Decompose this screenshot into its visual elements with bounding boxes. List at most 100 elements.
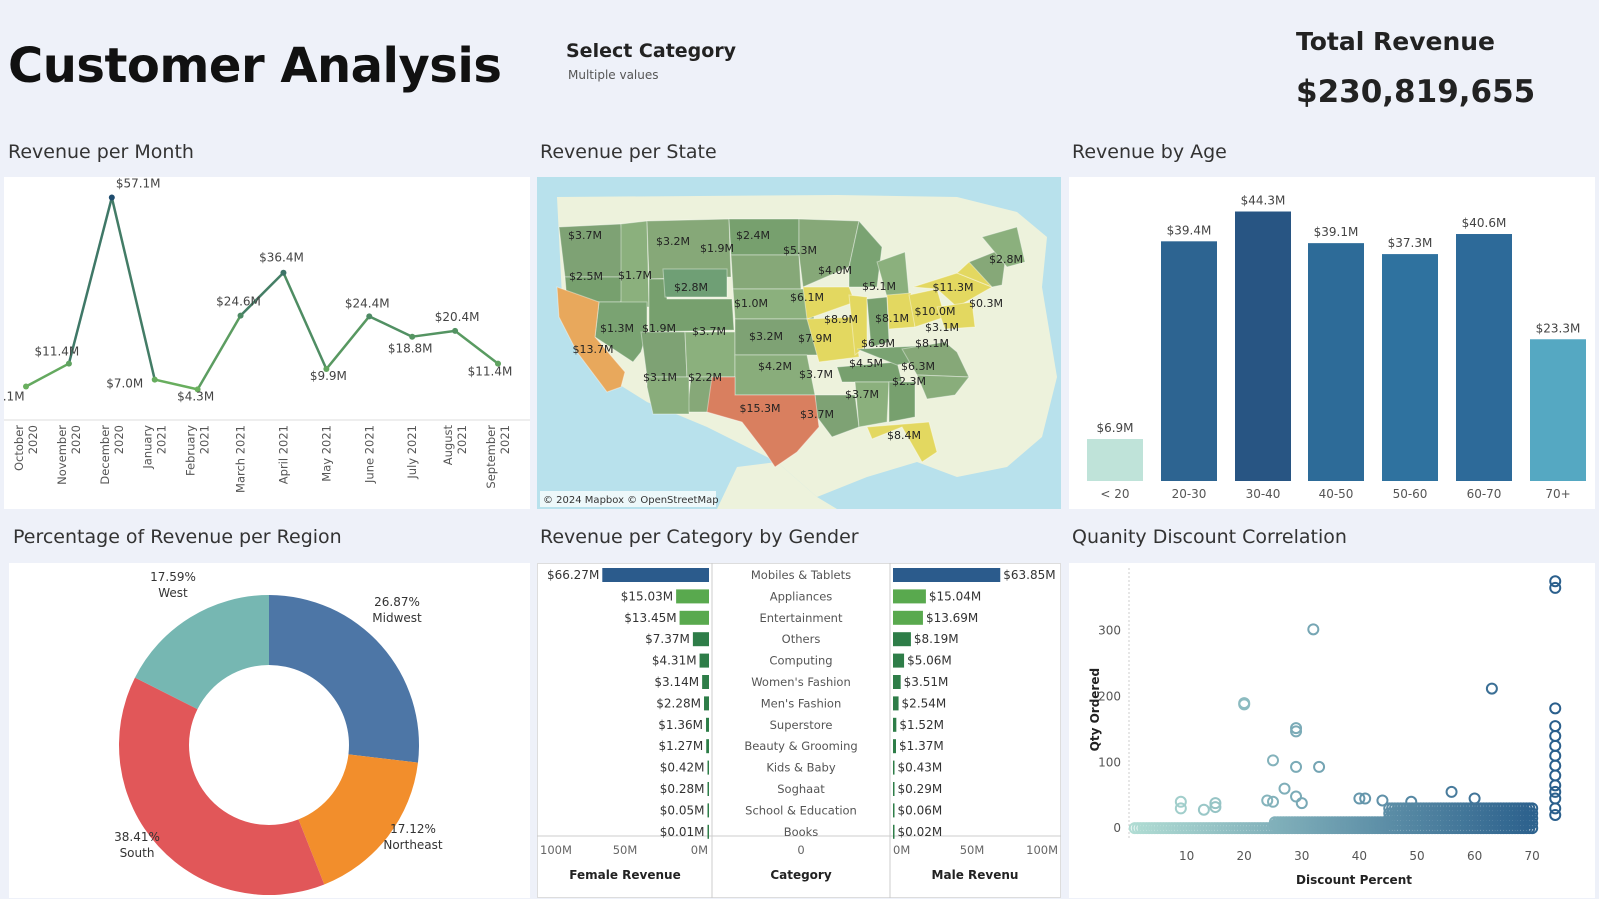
male-revenue-bar[interactable] bbox=[893, 675, 901, 689]
male-revenue-bar[interactable] bbox=[893, 632, 911, 647]
male-revenue-bar[interactable] bbox=[893, 717, 897, 732]
male-revenue-bar[interactable] bbox=[893, 589, 926, 604]
month-point[interactable] bbox=[495, 360, 501, 367]
scatter-point[interactable] bbox=[1267, 754, 1279, 767]
map-state[interactable] bbox=[620, 220, 650, 308]
month-point[interactable] bbox=[194, 386, 201, 393]
male-revenue-bar[interactable] bbox=[893, 760, 895, 775]
scatter-point[interactable] bbox=[1209, 797, 1222, 810]
female-revenue-bar[interactable] bbox=[699, 653, 709, 668]
map-state[interactable] bbox=[806, 316, 860, 363]
scatter-point[interactable] bbox=[1549, 779, 1562, 792]
month-point[interactable] bbox=[323, 366, 330, 373]
category-filter-dropdown[interactable]: Multiple values bbox=[568, 68, 659, 82]
map-state[interactable] bbox=[798, 218, 860, 288]
month-point[interactable] bbox=[108, 194, 115, 201]
age-bar[interactable] bbox=[1087, 439, 1143, 481]
scatter-point[interactable] bbox=[1307, 623, 1320, 636]
region-slice[interactable] bbox=[298, 754, 418, 885]
female-revenue-bar[interactable] bbox=[602, 568, 709, 582]
scatter-point[interactable] bbox=[1376, 794, 1389, 807]
male-revenue-bar[interactable] bbox=[893, 696, 899, 711]
scatter-point[interactable] bbox=[1174, 795, 1187, 808]
map-state[interactable] bbox=[730, 254, 802, 290]
map-state[interactable] bbox=[981, 226, 1026, 268]
age-bar[interactable] bbox=[1530, 339, 1586, 481]
female-revenue-bar[interactable] bbox=[706, 739, 709, 754]
female-revenue-bar[interactable] bbox=[707, 824, 710, 839]
map-state[interactable] bbox=[866, 296, 890, 348]
scatter-point[interactable] bbox=[1549, 575, 1562, 588]
map-state[interactable] bbox=[936, 301, 976, 330]
map-state[interactable] bbox=[901, 341, 970, 378]
scatter-point[interactable] bbox=[1290, 790, 1303, 803]
us-state-map[interactable]: $3.7M $3.2M $2.4M $5.3M $2.5M $1.7M $1.9M $4.0M… bbox=[537, 177, 1061, 509]
scatter-point[interactable] bbox=[1267, 795, 1279, 808]
map-state[interactable] bbox=[888, 381, 916, 423]
map-state[interactable] bbox=[912, 272, 994, 308]
map-state[interactable] bbox=[916, 374, 970, 400]
female-revenue-bar[interactable] bbox=[692, 632, 709, 647]
male-revenue-bar[interactable] bbox=[893, 824, 895, 839]
scatter-point[interactable] bbox=[1549, 759, 1562, 772]
female-revenue-bar[interactable] bbox=[679, 610, 709, 625]
map-state[interactable] bbox=[706, 376, 820, 468]
region-slice[interactable] bbox=[119, 677, 325, 895]
scatter-point[interactable] bbox=[1174, 802, 1187, 815]
male-revenue-bar[interactable] bbox=[893, 739, 896, 754]
scatter-point[interactable] bbox=[1526, 802, 1539, 815]
age-bar[interactable] bbox=[1161, 241, 1217, 481]
scatter-point[interactable] bbox=[1197, 803, 1210, 816]
map-state[interactable] bbox=[646, 218, 732, 280]
scatter-point[interactable] bbox=[1445, 785, 1458, 798]
scatter-point[interactable] bbox=[1549, 729, 1562, 742]
map-state[interactable] bbox=[556, 286, 626, 393]
male-revenue-bar[interactable] bbox=[893, 610, 923, 625]
scatter-point[interactable] bbox=[1549, 769, 1562, 782]
map-state[interactable] bbox=[646, 376, 690, 415]
scatter-point[interactable] bbox=[1526, 807, 1539, 820]
scatter-point[interactable] bbox=[1549, 749, 1562, 762]
scatter-point[interactable] bbox=[1549, 581, 1562, 594]
scatter-point[interactable] bbox=[1209, 801, 1222, 814]
month-point[interactable] bbox=[366, 313, 373, 320]
month-point[interactable] bbox=[65, 360, 72, 367]
female-revenue-bar[interactable] bbox=[704, 696, 709, 711]
male-revenue-bar[interactable] bbox=[893, 782, 895, 796]
female-revenue-bar[interactable] bbox=[706, 717, 709, 732]
map-state[interactable] bbox=[662, 268, 728, 298]
map-state[interactable] bbox=[848, 294, 868, 356]
scatter-point[interactable] bbox=[1295, 797, 1308, 810]
month-point[interactable] bbox=[237, 312, 244, 319]
map-state[interactable] bbox=[848, 219, 883, 288]
map-state[interactable] bbox=[866, 421, 938, 463]
scatter-point[interactable] bbox=[1261, 794, 1274, 807]
age-bar[interactable] bbox=[1235, 211, 1291, 481]
scatter-point[interactable] bbox=[1549, 720, 1562, 733]
month-point[interactable] bbox=[23, 383, 29, 390]
age-bar[interactable] bbox=[1382, 254, 1438, 481]
scatter-point[interactable] bbox=[1485, 682, 1498, 695]
scatter-point[interactable] bbox=[1405, 795, 1418, 808]
scatter-point[interactable] bbox=[1549, 808, 1562, 821]
age-bar[interactable] bbox=[1456, 234, 1512, 481]
male-revenue-bar[interactable] bbox=[893, 803, 895, 818]
female-revenue-bar[interactable] bbox=[702, 675, 709, 689]
scatter-point[interactable] bbox=[1278, 782, 1291, 795]
scatter-point[interactable] bbox=[1549, 792, 1562, 805]
scatter-point[interactable] bbox=[1353, 792, 1366, 805]
scatter-point[interactable] bbox=[1549, 739, 1562, 752]
month-point[interactable] bbox=[151, 376, 158, 383]
scatter-point[interactable] bbox=[1290, 760, 1303, 773]
scatter-point[interactable] bbox=[1238, 698, 1251, 711]
scatter-point[interactable] bbox=[1313, 760, 1326, 773]
scatter-point[interactable] bbox=[1549, 702, 1562, 715]
month-point[interactable] bbox=[409, 333, 416, 340]
scatter-point[interactable] bbox=[1290, 725, 1303, 738]
region-slice[interactable] bbox=[269, 595, 420, 763]
female-revenue-bar[interactable] bbox=[707, 782, 710, 796]
state-map-panel[interactable]: $3.7M $3.2M $2.4M $5.3M $2.5M $1.7M $1.9M $4.0M… bbox=[537, 177, 1061, 509]
male-revenue-bar[interactable] bbox=[893, 568, 1001, 582]
map-state[interactable] bbox=[968, 246, 1008, 288]
map-state[interactable] bbox=[854, 381, 890, 428]
